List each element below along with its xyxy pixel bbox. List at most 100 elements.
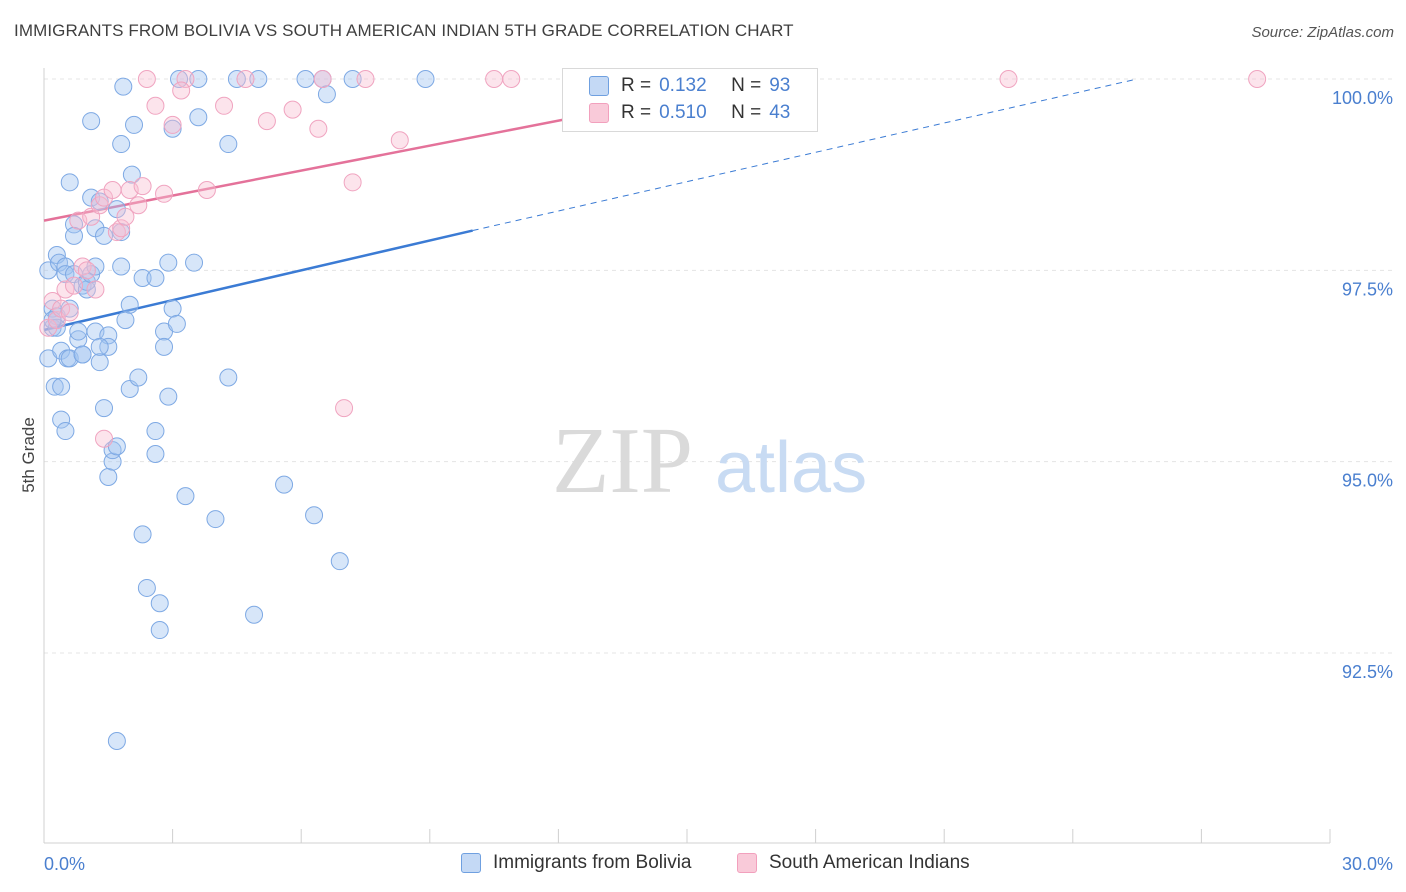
point-bolivia <box>163 299 182 318</box>
point-bolivia <box>45 377 64 396</box>
point-bolivia <box>90 353 109 372</box>
point-sai <box>390 131 409 150</box>
point-sai <box>485 70 504 88</box>
point-bolivia <box>112 135 131 154</box>
point-bolivia <box>146 268 165 287</box>
legend-r-label: R = <box>621 102 652 123</box>
point-bolivia <box>146 445 165 464</box>
point-bolivia <box>86 257 105 276</box>
point-bolivia <box>317 85 336 104</box>
point-bolivia <box>150 594 169 613</box>
point-bolivia <box>219 135 238 154</box>
point-sai <box>335 399 354 418</box>
point-sai <box>283 100 302 119</box>
x-tick-labels: 0.0% 30.0% <box>44 854 1393 874</box>
point-bolivia <box>296 70 315 88</box>
point-bolivia <box>52 377 71 396</box>
point-sai <box>133 177 152 196</box>
point-bolivia <box>129 368 148 387</box>
point-sai <box>502 70 521 88</box>
point-bolivia <box>159 387 178 406</box>
point-bolivia <box>163 119 182 138</box>
legend-r-value: 0.132 <box>659 75 707 96</box>
point-bolivia <box>185 253 204 272</box>
point-sai <box>56 280 75 299</box>
y-axis-label: 5th Grade <box>19 417 38 493</box>
data-points <box>39 70 1267 751</box>
point-bolivia <box>189 108 208 127</box>
legend-r-label: R = <box>621 75 652 96</box>
point-bolivia <box>189 70 208 88</box>
correlation-legend: R = 0.132 N = 93 R = 0.510 N = 43 <box>562 68 818 132</box>
point-bolivia <box>65 226 84 245</box>
watermark-zip: ZIP <box>552 409 693 513</box>
point-bolivia <box>56 422 75 441</box>
point-bolivia <box>116 311 135 330</box>
point-sai <box>112 219 131 238</box>
axes <box>43 68 1331 844</box>
point-bolivia <box>150 621 169 640</box>
legend-item-bolivia[interactable]: Immigrants from Bolivia <box>461 852 692 874</box>
point-bolivia <box>95 399 114 418</box>
y-tick-label: 97.5% <box>1342 279 1393 299</box>
watermark: ZIP atlas <box>552 409 867 513</box>
point-bolivia <box>60 173 79 192</box>
point-sai <box>313 70 332 88</box>
point-sai <box>86 280 105 299</box>
point-bolivia <box>69 322 88 341</box>
y-tick-labels: 92.5% 95.0% 97.5% 100.0% <box>1332 88 1393 682</box>
x-tick-label: 30.0% <box>1342 854 1393 874</box>
point-bolivia <box>305 506 324 525</box>
point-bolivia <box>133 525 152 544</box>
point-sai <box>176 70 195 88</box>
y-tick-label: 100.0% <box>1332 88 1393 108</box>
legend-n-label: N = <box>731 102 762 123</box>
point-sai <box>155 184 174 203</box>
y-tick-label: 95.0% <box>1342 471 1393 491</box>
point-bolivia <box>167 314 186 333</box>
legend-row-bolivia: R = 0.132 N = 93 <box>589 73 790 99</box>
point-sai <box>52 299 71 318</box>
point-bolivia <box>120 295 139 314</box>
gridlines <box>44 78 1392 654</box>
point-bolivia <box>219 368 238 387</box>
point-bolivia <box>82 112 101 131</box>
point-sai <box>77 261 96 280</box>
legend-swatch-pink <box>589 103 609 123</box>
series-legend: Immigrants from Bolivia South American I… <box>0 852 1406 878</box>
point-bolivia <box>133 268 152 287</box>
point-bolivia <box>114 77 133 96</box>
legend-item-sai[interactable]: South American Indians <box>737 852 970 874</box>
point-sai <box>129 196 148 215</box>
point-sai <box>103 180 122 199</box>
point-sai <box>116 207 135 226</box>
point-sai <box>343 173 362 192</box>
point-sai <box>1248 70 1267 88</box>
point-bolivia <box>275 475 294 494</box>
point-bolivia <box>206 510 225 529</box>
point-sai <box>999 70 1018 88</box>
point-sai <box>257 112 276 131</box>
point-bolivia <box>99 467 118 486</box>
point-sai <box>236 70 255 88</box>
point-sai <box>60 303 79 322</box>
point-sai <box>197 180 216 199</box>
legend-swatch-blue <box>589 76 609 96</box>
point-sai <box>146 96 165 115</box>
legend-swatch-pink <box>737 853 757 873</box>
source-label: Source: ZipAtlas.com <box>1251 24 1394 41</box>
point-bolivia <box>39 261 58 280</box>
point-bolivia <box>416 70 435 88</box>
point-bolivia <box>122 165 141 184</box>
trend-line-bolivia-extension <box>472 78 1138 232</box>
point-bolivia <box>107 732 126 751</box>
legend-n-value: 43 <box>769 102 791 123</box>
legend-label-bolivia: Immigrants from Bolivia <box>493 852 692 873</box>
x-tick-label: 0.0% <box>44 854 85 874</box>
point-sai <box>163 115 182 134</box>
point-bolivia <box>155 337 174 356</box>
y-tick-label: 92.5% <box>1342 662 1393 682</box>
point-bolivia <box>146 422 165 441</box>
legend-label-sai: South American Indians <box>769 852 970 873</box>
